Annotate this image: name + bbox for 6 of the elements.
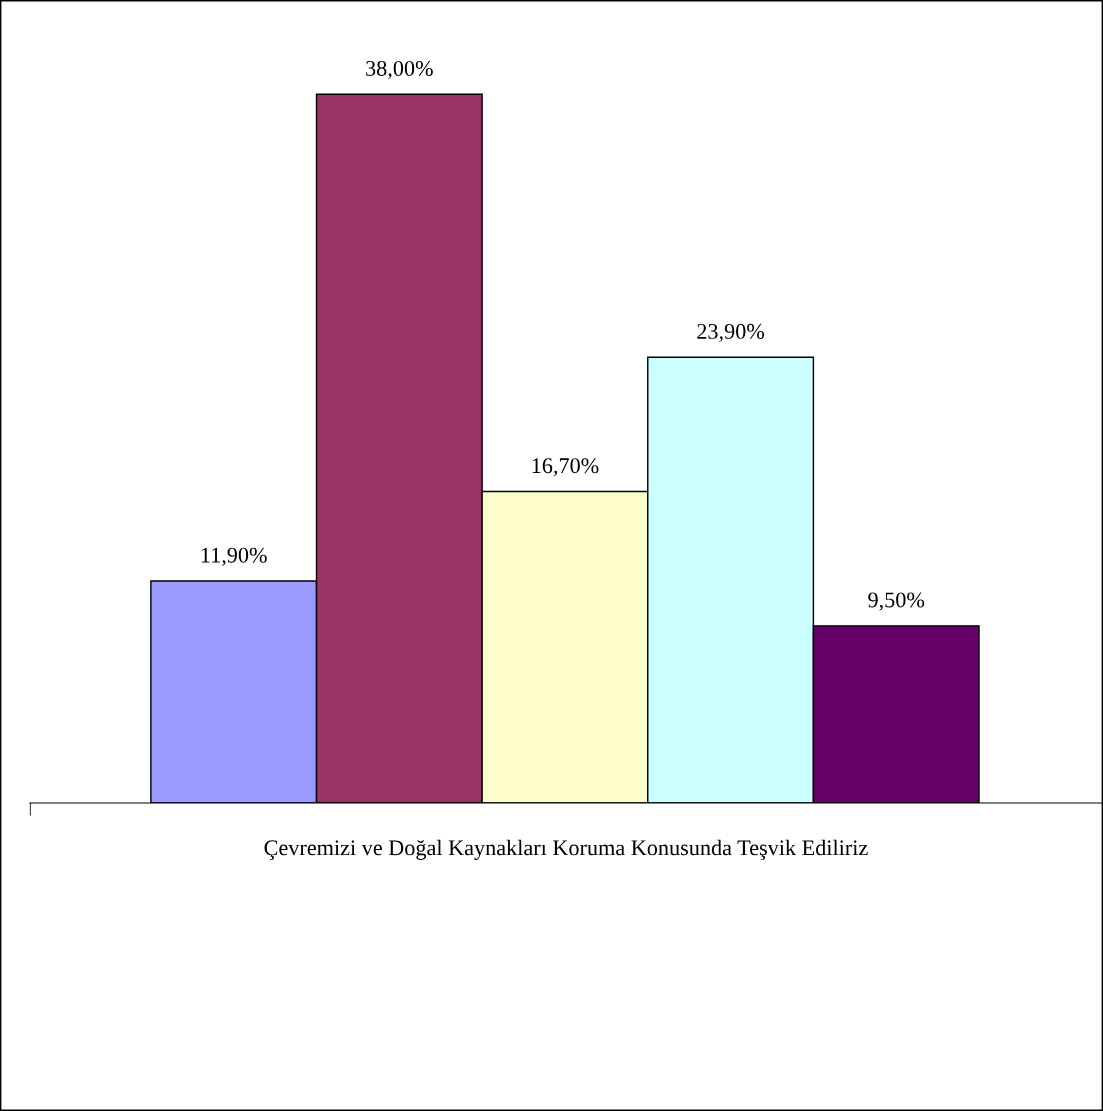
- x-axis-title: Çevremizi ve Doğal Kaynakları Koruma Konusunda Teşvik Ediliriz: [264, 839, 868, 860]
- data-label: 38,00%: [366, 60, 433, 80]
- data-label: 16,70%: [532, 458, 599, 477]
- data-label: 23,90%: [697, 323, 765, 343]
- data-label: 11,90%: [201, 547, 267, 566]
- data-label: 9,50%: [868, 592, 925, 611]
